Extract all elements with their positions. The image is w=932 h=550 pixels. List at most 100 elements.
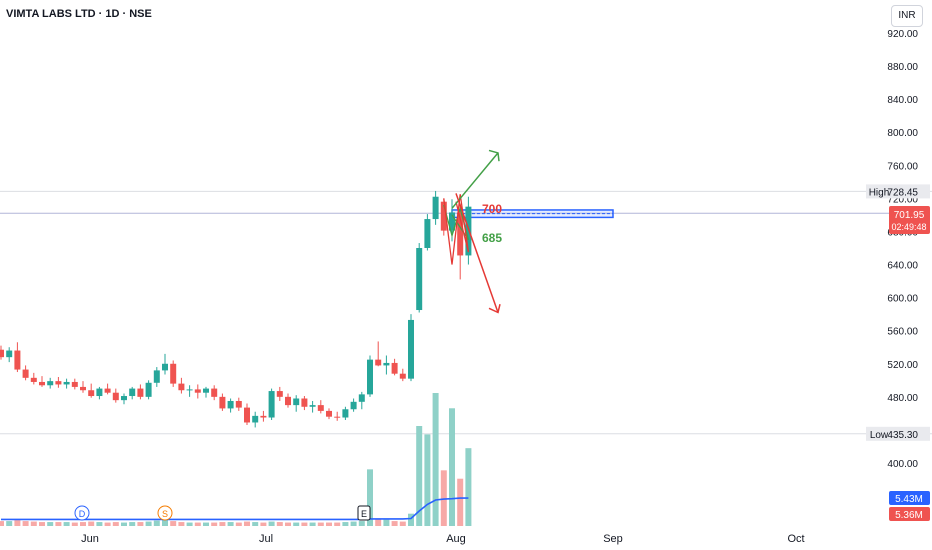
event-marker-e: E — [357, 505, 371, 521]
volume-bar — [408, 513, 414, 526]
candle-body — [276, 391, 283, 397]
price-tick: 800.00 — [887, 128, 918, 139]
volume-bar — [47, 522, 54, 526]
volume-bar — [211, 522, 218, 526]
candle-body — [457, 212, 464, 256]
volume-bar — [88, 521, 95, 526]
event-marker-label: S — [162, 509, 168, 519]
volume-bar — [260, 522, 267, 526]
volume-bar — [276, 522, 283, 526]
price-tick: 760.00 — [887, 161, 918, 172]
candle-body — [194, 389, 201, 393]
volume-bar — [145, 521, 152, 526]
event-marker-d: D — [74, 505, 90, 521]
volume-bar — [14, 520, 21, 526]
candle-body — [203, 388, 209, 393]
candle-body — [227, 400, 234, 409]
volume-bar — [55, 522, 62, 526]
bullish-arrow — [451, 152, 499, 209]
volume-bar — [440, 470, 447, 526]
candle-body — [293, 398, 300, 406]
volume-bar — [465, 448, 472, 526]
candle-body — [399, 373, 406, 379]
candle-body — [440, 201, 447, 231]
candle-body — [465, 206, 472, 256]
price-axis[interactable]: 920.00880.00840.00800.00760.00720.00680.… — [887, 29, 918, 470]
volume-bar — [6, 521, 13, 526]
candle-body — [80, 386, 86, 391]
time-tick: Aug — [446, 533, 466, 545]
pattern-drawings[interactable] — [443, 149, 501, 314]
event-marker-circle — [157, 505, 173, 521]
candle-body — [260, 415, 267, 418]
time-axis[interactable]: Jun Jul Aug Sep Oct — [81, 533, 804, 545]
candle-body — [449, 212, 455, 231]
low-value: 435.30 — [887, 430, 918, 441]
candle-body — [30, 377, 37, 382]
candle-body — [424, 219, 431, 248]
candle-body — [301, 398, 308, 407]
candle-body — [317, 405, 324, 411]
event-marker-circle — [74, 505, 90, 521]
last-price-box — [889, 206, 930, 234]
volume-bar — [170, 521, 177, 526]
candle-body — [219, 396, 226, 409]
symbol-title[interactable]: VIMTA LABS LTD · 1D · NSE — [6, 8, 152, 20]
volume-bar — [219, 522, 226, 526]
volume-bar — [432, 393, 439, 526]
volume-bar — [162, 518, 168, 526]
candle-body — [186, 389, 193, 391]
volume-bar — [153, 520, 160, 526]
candle-body — [162, 363, 168, 371]
candle-body — [432, 196, 439, 220]
candle-body — [383, 362, 390, 366]
candle-body — [39, 381, 45, 386]
volume-current-value: 5.36M — [895, 510, 923, 521]
volume-current-box — [889, 507, 930, 521]
bearish-arrow — [455, 193, 499, 313]
volume-bar — [186, 522, 193, 526]
price-tick: 560.00 — [887, 327, 918, 338]
price-tick: 840.00 — [887, 95, 918, 106]
candle-body — [416, 248, 423, 311]
volume-bar — [358, 521, 365, 526]
high-label-box — [866, 184, 892, 199]
time-tick: Jun — [81, 533, 99, 545]
candle-body — [244, 407, 250, 423]
volume-bar — [137, 522, 144, 526]
volume-bar — [449, 408, 455, 526]
volume-bar — [0, 521, 4, 526]
volume-bar — [194, 522, 201, 526]
volume-bar — [326, 522, 332, 526]
volume-average-value: 5.43M — [895, 494, 923, 505]
volume-average-line — [1, 497, 469, 521]
candle-body — [153, 370, 160, 383]
bearish-arrow-head — [488, 304, 501, 314]
candle-body — [235, 400, 242, 408]
volume-bar — [285, 522, 291, 526]
volume-bar — [71, 522, 78, 526]
time-tick: Oct — [787, 533, 804, 545]
price-tick: 520.00 — [887, 360, 918, 371]
volume-bar — [96, 522, 103, 526]
candle-body — [137, 388, 144, 397]
currency-button[interactable]: INR — [891, 5, 923, 27]
candle-body — [104, 388, 111, 393]
candle-body — [121, 396, 127, 401]
annotation-label: 700 — [482, 202, 502, 216]
event-marker-label: E — [361, 509, 367, 519]
candle-body — [211, 388, 218, 397]
volume-bar — [375, 518, 382, 526]
low-label: Low — [870, 430, 889, 441]
volume-bar — [129, 522, 136, 526]
high-value-box — [892, 184, 930, 199]
volume-bar — [309, 522, 316, 526]
candlestick-series — [0, 190, 472, 428]
support-resistance-zone[interactable] — [451, 209, 614, 219]
candle-body — [170, 363, 177, 384]
volume-bar — [39, 522, 45, 526]
volume-bar — [416, 426, 423, 526]
event-marker-label: D — [79, 509, 86, 519]
